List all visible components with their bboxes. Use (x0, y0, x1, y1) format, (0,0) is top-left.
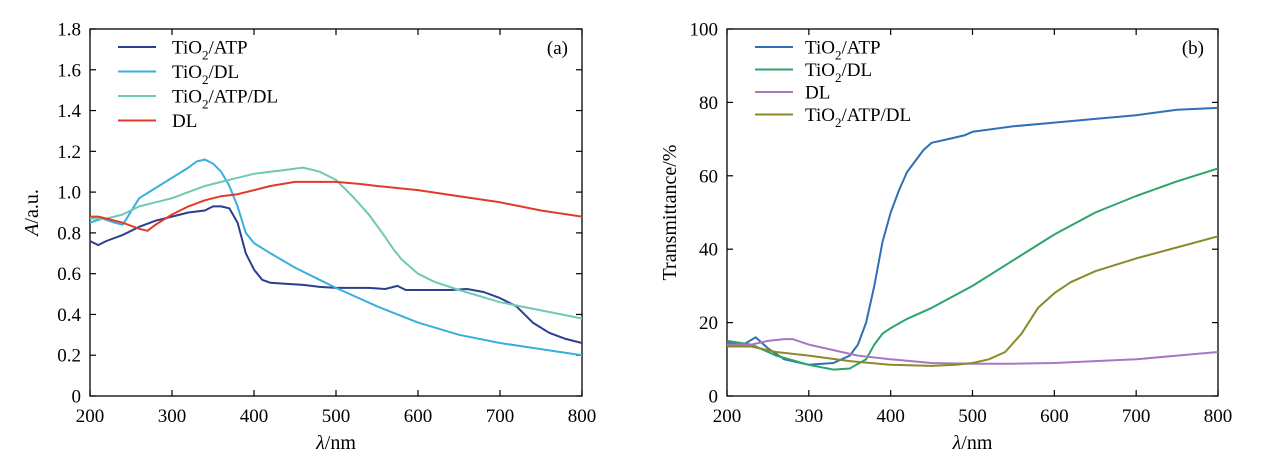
x-tick-label: 500 (322, 406, 351, 427)
legend-entry: DL (805, 83, 830, 104)
panel-label: (a) (547, 38, 568, 59)
x-tick-label: 500 (958, 406, 987, 427)
y-axis-title: A/a.u. (21, 189, 43, 238)
y-tick-label: 40 (699, 240, 718, 261)
legend-text-part: TiO (805, 38, 835, 59)
y-tick-label: 1.4 (57, 101, 81, 122)
legend-entry: TiO2/ATP (805, 38, 881, 63)
series-line-3 (727, 235, 1218, 367)
legend-entry: TiO2/DL (172, 62, 239, 87)
series-line-2 (727, 338, 1218, 365)
x-axis-title-symbol: λ (952, 432, 962, 454)
y-tick-label: 20 (699, 313, 718, 334)
legend-entry: TiO2/ATP/DL (805, 105, 911, 130)
legend-text-part: TiO (172, 62, 202, 83)
legend-subscript: 2 (202, 97, 209, 112)
x-tick-label: 700 (486, 406, 515, 427)
x-tick-label: 800 (1204, 406, 1233, 427)
x-tick-label: 400 (876, 406, 905, 427)
legend-text-part: /DL (208, 62, 239, 83)
legend-text-part: TiO (172, 87, 202, 108)
y-tick-label: 1.0 (57, 183, 81, 204)
y-tick-label: 80 (699, 93, 718, 114)
legend-subscript: 2 (202, 72, 209, 87)
chart-panel-a: 200 300 400 500 600 700 800 0 0.2 0.4 0.6 0.8 1.0 1.2… (21, 20, 596, 455)
x-tick-label: 600 (1040, 406, 1069, 427)
legend-text-part: /ATP (208, 38, 247, 59)
y-tick-label: 0.2 (57, 346, 81, 367)
y-tick-label: 60 (699, 166, 718, 187)
y-tick-label: 0.8 (57, 223, 81, 244)
x-tick-label: 200 (713, 406, 742, 427)
x-tick-label: 600 (404, 406, 433, 427)
y-axis-title: Transmittance/% (659, 145, 681, 281)
legend-entry: DL (172, 111, 197, 132)
series-line-3 (90, 180, 582, 232)
y-axis-title-unit: /a.u. (21, 189, 43, 223)
y-tick-label: 0.4 (57, 305, 81, 326)
series-line-1 (90, 158, 582, 357)
legend-entry: TiO2/DL (805, 60, 872, 85)
x-axis-title-unit: /nm (961, 432, 993, 454)
plot-frame (89, 28, 583, 397)
legend-entry: TiO2/ATP (172, 38, 248, 63)
x-tick-label: 200 (76, 406, 105, 427)
legend-text-part: /ATP/DL (841, 105, 911, 126)
legend-subscript: 2 (835, 48, 842, 63)
x-tick-label: 800 (568, 406, 597, 427)
x-axis-title-unit: /nm (325, 432, 357, 454)
y-tick-label: 1.8 (57, 20, 81, 41)
x-tick-label: 700 (1122, 406, 1151, 427)
legend-subscript: 2 (835, 70, 842, 85)
legend-text-part: DL (805, 83, 830, 104)
x-axis-title-symbol: λ (315, 432, 325, 454)
y-tick-label: 1.6 (57, 60, 81, 81)
y-tick-label: 0 (709, 387, 719, 408)
series-line-0 (727, 106, 1218, 366)
x-tick-label: 300 (795, 406, 824, 427)
series-line-2 (90, 166, 582, 320)
x-axis-title: λ/nm (315, 432, 356, 454)
chart-panel-b: 200 300 400 500 600 700 800 0 20 40 60 80 100 λ/nm Tra… (659, 20, 1232, 455)
legend-text-part: /DL (841, 60, 872, 81)
panel-label: (b) (1182, 38, 1204, 59)
legend-subscript: 2 (835, 115, 842, 130)
x-axis-title: λ/nm (952, 432, 993, 454)
series-line-1 (727, 167, 1218, 371)
legend-entry: TiO2/ATP/DL (172, 87, 278, 112)
legend-text-part: TiO (805, 105, 835, 126)
legend-text-part: DL (172, 111, 197, 132)
x-tick-label: 400 (240, 406, 269, 427)
series-line-0 (90, 205, 582, 344)
y-tick-label: 0 (72, 387, 82, 408)
x-tick-label: 300 (158, 406, 187, 427)
legend-text-part: TiO (805, 60, 835, 81)
legend-text-part: /ATP/DL (208, 87, 278, 108)
y-axis-title-symbol: A (21, 223, 43, 238)
y-tick-label: 100 (690, 20, 719, 41)
legend-text-part: /ATP (841, 38, 880, 59)
y-tick-label: 0.6 (57, 264, 81, 285)
legend-subscript: 2 (202, 48, 209, 63)
y-axis-title-unit: Transmittance/% (659, 145, 681, 281)
y-tick-label: 1.2 (57, 142, 81, 163)
legend-text-part: TiO (172, 38, 202, 59)
